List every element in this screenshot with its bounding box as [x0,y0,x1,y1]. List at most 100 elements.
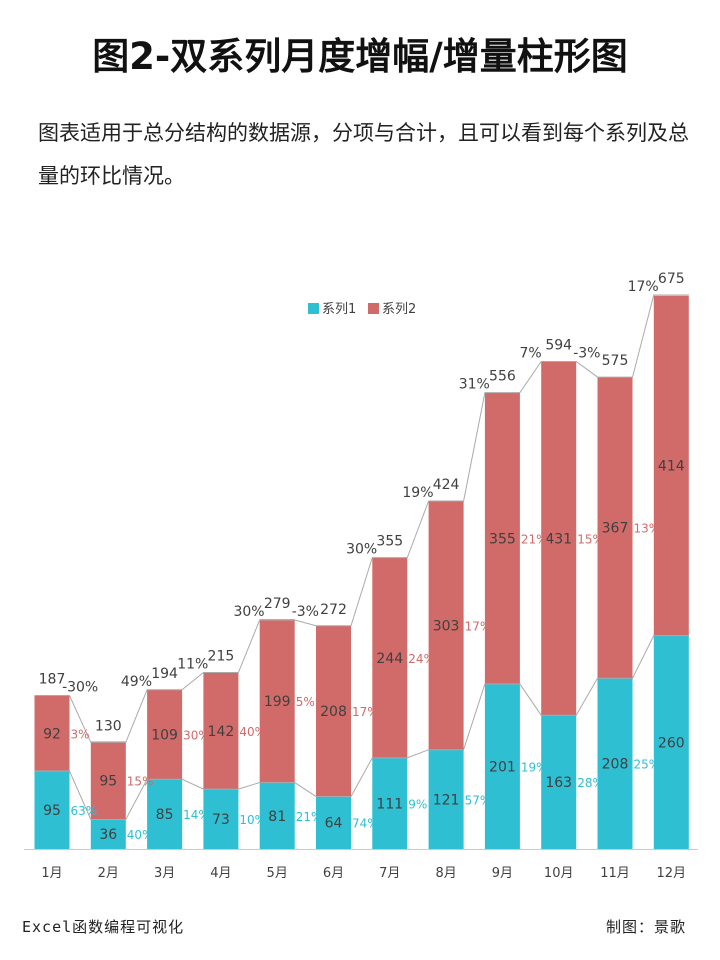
bar-series1 [34,771,70,849]
mom-label-series2: 24% [408,652,435,666]
series1-trend-line [34,635,689,820]
bar-series1 [90,819,126,849]
bar-series2 [597,377,633,679]
mom-label-series2: 40% [239,725,266,739]
legend-label-series2: 系列2 [382,302,416,317]
bar-series2 [147,689,183,780]
footer-author: 制图：景歌 [605,918,686,936]
mom-label-series2: 13% [634,522,661,536]
total-label: 187 [39,672,66,688]
total-label: 130 [95,718,122,734]
total-mom-label: 49% [121,674,152,690]
mom-label-series1: 74% [352,817,379,831]
x-tick-label: 10月 [544,866,574,881]
legend-swatch-series2 [368,303,379,314]
total-mom-label: 19% [402,485,433,501]
mom-label-series1: 28% [577,776,604,790]
total-label: 575 [602,353,629,369]
bar-series2 [484,392,520,685]
total-label: 194 [151,666,178,682]
mom-label-series2: 17% [465,619,492,633]
x-tick-label: 5月 [267,866,288,881]
data-label-series1: 64 [325,816,343,832]
mom-label-series1: 21% [296,810,323,824]
bar-series2 [428,501,464,750]
mom-label-series2: 17% [352,705,379,719]
data-label-series1: 201 [489,760,516,776]
data-label-series2: 142 [208,724,235,740]
x-tick-label: 4月 [210,866,231,881]
bar-series2 [653,295,689,636]
total-mom-label: -3% [573,345,600,361]
bar-series2 [259,619,295,783]
bar-series2 [372,557,408,758]
mom-label-series1: 19% [521,761,548,775]
total-mom-label: -3% [292,604,319,620]
mom-label-series1: 14% [183,808,210,822]
total-label: 556 [489,369,516,385]
mom-label-series2: 15% [577,532,604,546]
total-mom-label: -30% [62,680,98,696]
bar-series1 [428,749,464,849]
bar-series1 [653,635,689,849]
total-mom-label: 17% [628,279,659,295]
data-label-series2: 92 [43,726,61,742]
total-label: 355 [376,534,403,550]
total-label: 215 [208,649,235,665]
x-tick-label: 7月 [379,866,400,881]
total-label: 594 [545,337,572,353]
mom-label-series2: 30% [183,729,210,743]
bar-series2 [203,672,239,790]
data-label-series2: 199 [264,694,291,710]
bar-series2 [90,741,126,820]
total-mom-label: 31% [459,377,490,393]
data-label-series2: 95 [99,773,117,789]
mom-label-series2: 5% [296,695,315,709]
data-label-series2: 431 [545,531,572,547]
data-label-series1: 81 [268,809,286,825]
mom-label-series1: 25% [634,758,661,772]
data-label-series1: 121 [433,792,460,808]
mom-label-series1: 63% [71,804,98,818]
x-tick-label: 2月 [98,866,119,881]
data-label-series1: 111 [376,796,403,812]
legend-swatch-series1 [308,303,319,314]
data-label-series2: 355 [489,531,516,547]
x-tick-label: 12月 [657,866,687,881]
x-tick-label: 3月 [154,866,175,881]
data-label-series1: 260 [658,735,685,751]
bar-series1 [541,715,577,849]
total-mom-label: 11% [177,657,208,673]
mom-label-series2: 21% [521,532,548,546]
chart-description: 图表适用于总分结构的数据源，分项与合计，且可以看到每个系列及总量的环比情况。 [38,121,689,188]
mom-label-series2: 15% [127,774,154,788]
total-label: 675 [658,271,685,287]
total-mom-label: 7% [519,345,541,361]
mom-label-series1: 10% [239,813,266,827]
data-label-series2: 303 [433,618,460,634]
bar-series1 [147,779,183,849]
bar-series1 [203,789,239,849]
data-label-series1: 36 [99,827,117,843]
data-label-series2: 367 [602,521,629,537]
data-label-series2: 414 [658,459,685,475]
mom-label-series1: 40% [127,828,154,842]
data-label-series1: 208 [602,757,629,773]
data-label-series1: 85 [156,807,174,823]
mom-label-series1: 57% [465,793,492,807]
total-label: 272 [320,602,347,618]
x-tick-label: 1月 [41,866,62,881]
x-tick-label: 9月 [492,866,513,881]
bar-series1 [259,782,295,849]
data-label-series1: 163 [545,775,572,791]
x-tick-label: 8月 [435,866,456,881]
total-label: 424 [433,477,460,493]
footer-source: Excel函数编程可视化 [22,918,185,936]
data-label-series2: 244 [376,651,403,667]
data-label-series2: 208 [320,704,347,720]
page-title: 图2-双系列月度增幅/增量柱形图 [92,35,628,78]
legend-label-series1: 系列1 [322,302,356,317]
total-mom-label: 30% [233,604,264,620]
bar-series2 [34,695,70,772]
